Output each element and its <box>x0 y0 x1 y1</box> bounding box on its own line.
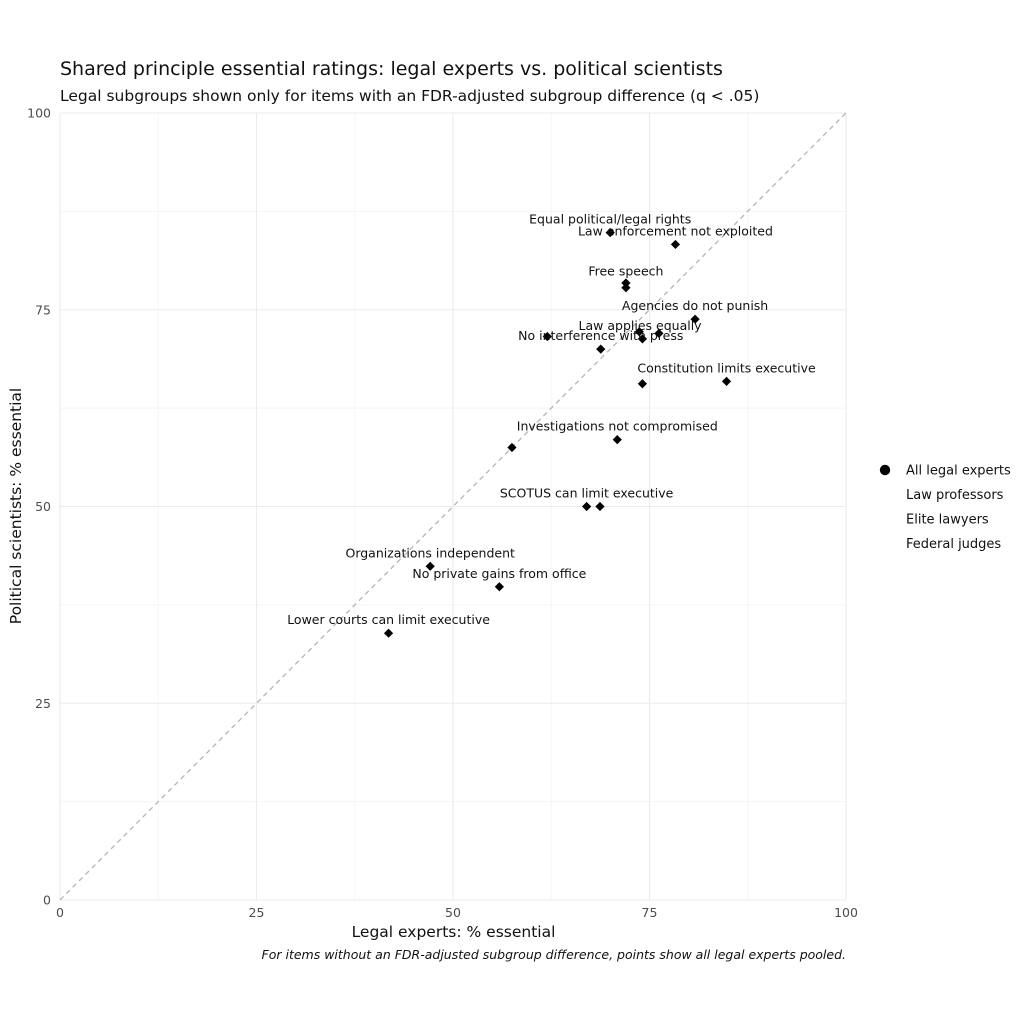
data-point <box>494 582 504 592</box>
data-point <box>507 442 517 453</box>
data-point <box>383 628 394 638</box>
chart-subtitle: Legal subgroups shown only for items wit… <box>60 87 759 105</box>
x-tick-label: 50 <box>445 905 461 920</box>
x-tick-label: 100 <box>834 905 858 920</box>
point-label: No private gains from office <box>412 566 586 581</box>
point-label: Free speech <box>588 264 663 279</box>
y-tick-label: 25 <box>35 696 51 711</box>
data-point <box>637 379 648 389</box>
chart-title: Shared principle essential ratings: lega… <box>60 58 723 80</box>
x-tick-label: 0 <box>56 905 64 920</box>
data-point <box>670 239 681 250</box>
point-label: No interference with press <box>518 328 683 343</box>
data-point <box>595 501 605 512</box>
legend-entry: All legal experts <box>906 464 1011 479</box>
data-point <box>721 376 732 386</box>
point-label: Law applies equally <box>579 318 703 333</box>
x-axis-ticks: 0 25 50 75 100 <box>56 905 858 920</box>
x-tick-label: 25 <box>249 905 265 920</box>
point-label: Constitution limits executive <box>637 360 816 375</box>
legend-entry: Law professors <box>906 488 1004 503</box>
chart-caption: For items without an FDR-adjusted subgro… <box>262 947 846 962</box>
point-label: Lower courts can limit executive <box>287 612 490 627</box>
data-point <box>425 561 435 571</box>
data-point <box>654 328 664 338</box>
data-point <box>637 334 648 344</box>
data-point <box>690 314 700 324</box>
legend: All legal experts Law professors Elite law… <box>879 464 1011 552</box>
y-tick-label: 0 <box>43 893 51 908</box>
data-point <box>596 344 606 354</box>
data-point <box>542 331 552 342</box>
legend-key-circle <box>879 464 891 476</box>
point-label: Investigations not compromised <box>517 419 718 434</box>
point-label: Equal political/legal rights <box>529 212 691 227</box>
data-point <box>605 228 615 238</box>
y-axis-title: Political scientists: % essential <box>7 388 25 624</box>
legend-entry: Federal judges <box>906 537 1001 552</box>
data-point <box>621 278 631 288</box>
plot-grid <box>59 112 847 901</box>
point-label: Organizations independent <box>345 545 515 560</box>
data-point <box>582 501 592 512</box>
y-tick-label: 100 <box>27 106 51 121</box>
x-tick-label: 75 <box>642 905 658 920</box>
point-label: Law enforcement not exploited <box>578 223 773 238</box>
point-label: SCOTUS can limit executive <box>500 486 674 501</box>
y-axis-ticks: 0 25 50 75 100 <box>27 106 51 908</box>
point-label: Agencies do not punish <box>622 298 768 313</box>
y-tick-label: 50 <box>35 499 51 514</box>
legend-entry: Elite lawyers <box>906 513 989 528</box>
data-point <box>612 435 622 445</box>
data-points <box>383 228 732 638</box>
data-point <box>634 327 644 337</box>
x-axis-title: Legal experts: % essential <box>352 923 556 941</box>
data-point <box>621 283 631 293</box>
y-tick-label: 75 <box>35 302 51 317</box>
